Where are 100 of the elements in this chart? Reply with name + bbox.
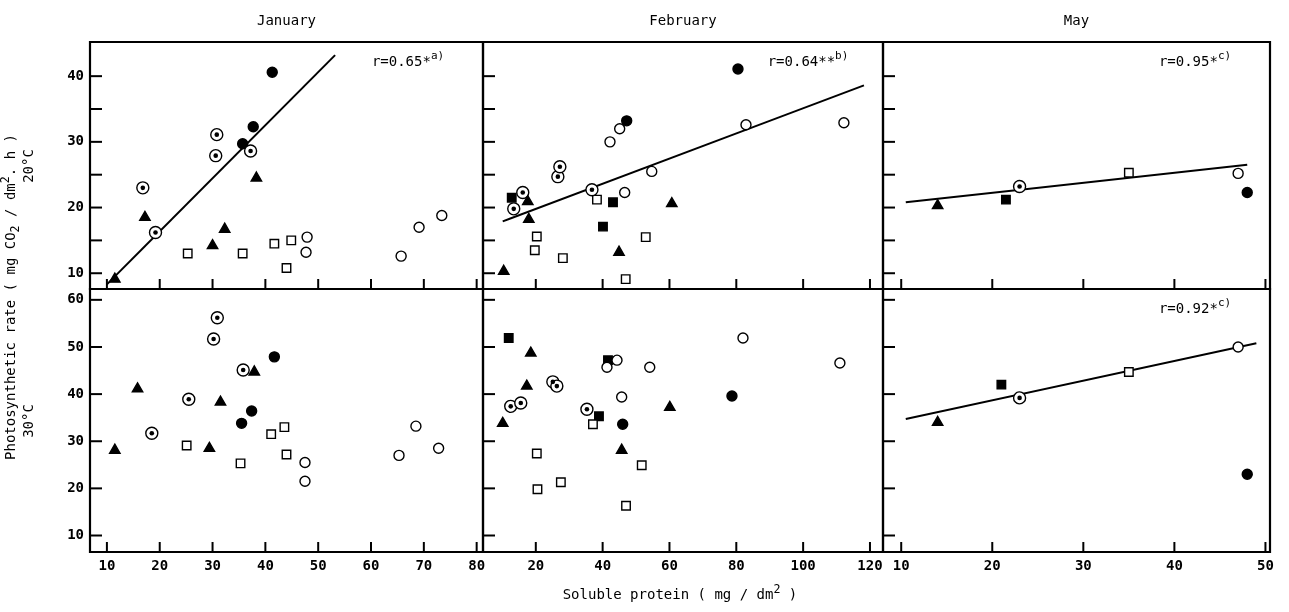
point — [520, 379, 533, 390]
point — [236, 138, 249, 150]
point — [496, 416, 509, 428]
point — [1012, 179, 1027, 194]
point — [608, 197, 618, 208]
y-tick-label: 40 — [67, 384, 84, 401]
point — [300, 246, 312, 258]
point — [604, 136, 616, 148]
point — [531, 448, 542, 459]
point — [281, 449, 292, 460]
point — [247, 121, 259, 133]
x-tick-label: 50 — [309, 557, 327, 574]
point — [616, 418, 629, 430]
y-tick-label: 10 — [67, 263, 84, 280]
point — [524, 346, 537, 357]
x-tick-label: 80 — [727, 557, 745, 574]
point — [646, 165, 658, 178]
point — [299, 475, 311, 487]
point — [506, 192, 517, 203]
point — [413, 221, 425, 233]
point — [663, 400, 676, 411]
point — [740, 119, 752, 131]
point — [615, 391, 628, 403]
x-tick-label: 80 — [468, 557, 486, 574]
point — [620, 274, 631, 285]
chart-title: May — [1062, 12, 1091, 28]
y-tick-label: 20 — [67, 479, 84, 496]
point — [209, 148, 223, 163]
point — [432, 442, 445, 455]
point — [131, 382, 144, 393]
point — [108, 272, 121, 283]
y-tick-label: 20 — [67, 198, 84, 215]
point — [521, 194, 534, 206]
point — [532, 484, 543, 495]
point — [834, 357, 846, 369]
x-tick-label: 40 — [1165, 557, 1183, 574]
y2-axis-title: 30°C — [20, 403, 36, 438]
point — [838, 117, 850, 129]
y-tick-label: 40 — [67, 66, 84, 83]
point — [615, 443, 628, 454]
chart-title: January — [256, 12, 317, 28]
point — [281, 263, 292, 273]
point — [931, 198, 944, 210]
x-tick-label: 120 — [857, 557, 883, 574]
x-tick-label: 60 — [661, 557, 678, 574]
point — [996, 379, 1007, 390]
point — [286, 235, 297, 246]
point — [726, 390, 738, 402]
point — [299, 456, 311, 469]
point — [266, 66, 278, 78]
point — [1000, 194, 1011, 205]
point — [243, 144, 258, 158]
point — [269, 238, 280, 249]
point — [245, 405, 258, 417]
point — [248, 365, 261, 376]
point — [1123, 367, 1134, 377]
point — [1241, 468, 1253, 480]
x-tick-label: 40 — [256, 557, 274, 574]
point — [108, 443, 121, 454]
x-tick-label: 40 — [594, 557, 612, 574]
point — [529, 245, 540, 256]
point — [148, 225, 163, 240]
point — [410, 420, 422, 432]
point — [931, 415, 944, 427]
point — [210, 127, 224, 142]
point — [522, 212, 535, 224]
point — [136, 181, 150, 195]
point — [214, 395, 227, 406]
point — [636, 460, 647, 471]
point — [266, 429, 277, 440]
point — [737, 332, 749, 344]
point — [250, 171, 263, 182]
point — [206, 332, 221, 346]
point — [611, 354, 623, 366]
y-tick-label: 50 — [67, 337, 84, 354]
point — [580, 402, 594, 416]
point — [665, 196, 678, 208]
point — [592, 194, 602, 205]
point — [553, 160, 567, 174]
point — [237, 248, 248, 259]
x-tick-label: 100 — [790, 557, 816, 574]
point — [613, 245, 625, 256]
point — [236, 363, 250, 377]
point — [139, 210, 151, 222]
y-tick-label: 30 — [67, 132, 84, 149]
point — [594, 411, 604, 422]
chart-title: February — [648, 12, 718, 28]
point — [531, 231, 542, 242]
x-tick-label: 20 — [983, 557, 1001, 574]
point — [182, 248, 193, 259]
point — [182, 392, 196, 406]
point — [206, 238, 219, 250]
y-tick-label: 10 — [67, 526, 84, 543]
point — [203, 441, 216, 453]
point — [507, 202, 521, 216]
point — [235, 417, 248, 430]
point — [620, 115, 633, 127]
point — [181, 440, 192, 451]
point — [268, 351, 281, 363]
point — [1232, 167, 1244, 180]
